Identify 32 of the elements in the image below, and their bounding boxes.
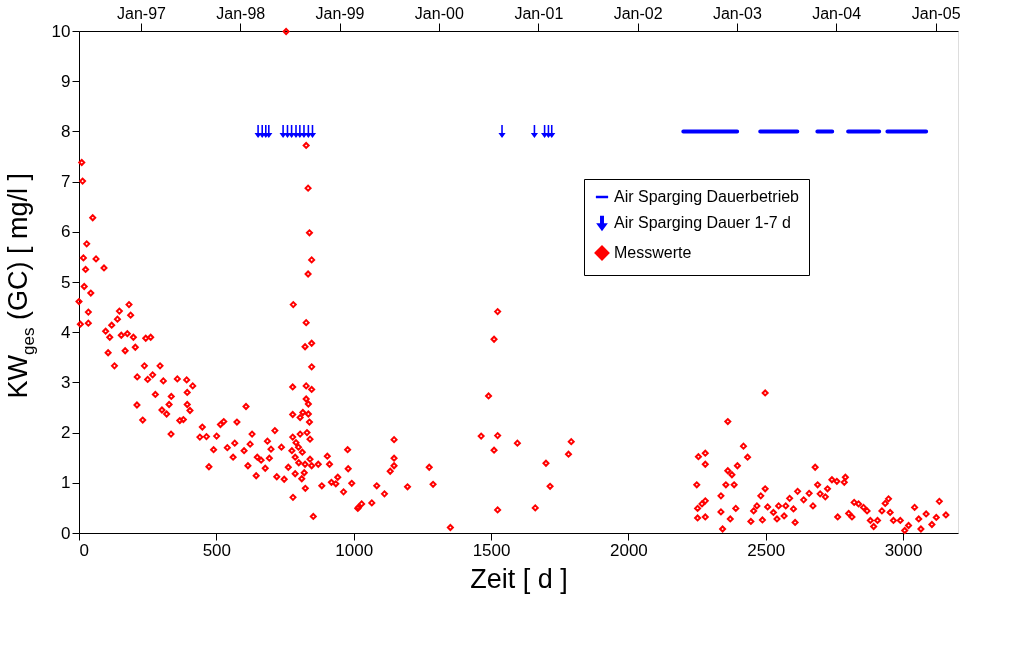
x2-tick-label: Jan-97 (117, 4, 167, 22)
y-tick-label: 1 (61, 473, 71, 493)
x2-tick-label: Jan-02 (613, 4, 663, 22)
x-axis-title: Zeit [ d ] (470, 563, 568, 594)
x-tick-label: 1500 (472, 540, 511, 560)
x-tick-label: 0 (79, 540, 89, 560)
x2-tick-label: Jan-01 (514, 4, 564, 22)
y-tick-label: 7 (61, 172, 71, 192)
y-axis-title: KWges (GC) [ mg/l ] (3, 173, 38, 399)
legend-label: Air Sparging Dauerbetrieb (614, 188, 800, 205)
x2-tick-label: Jan-00 (414, 4, 464, 22)
legend-label: Messwerte (614, 244, 692, 261)
x2-tick-label: Jan-03 (712, 4, 762, 22)
legend-label: Air Sparging Dauer 1-7 d (614, 214, 791, 231)
y-tick-label: 0 (61, 523, 71, 543)
y-tick-label: 8 (61, 121, 71, 141)
x-tick-label: 2000 (609, 540, 648, 560)
x2-tick-label: Jan-05 (911, 4, 961, 22)
y-tick-label: 2 (61, 423, 71, 443)
x-tick-label: 1000 (335, 540, 374, 560)
y-tick-label: 3 (61, 372, 71, 392)
y-tick-label: 4 (61, 322, 71, 342)
y-tick-label: 6 (61, 222, 71, 242)
y-tick-label: 9 (61, 71, 71, 91)
x-tick-label: 2500 (747, 540, 786, 560)
x-tick-label: 500 (202, 540, 232, 560)
x2-tick-label: Jan-99 (315, 4, 365, 22)
x2-tick-label: Jan-98 (216, 4, 266, 22)
x2-tick-label: Jan-04 (812, 4, 862, 22)
y-tick-label: 10 (51, 21, 71, 41)
x-tick-label: 3000 (884, 540, 923, 560)
y-tick-label: 5 (61, 272, 71, 292)
